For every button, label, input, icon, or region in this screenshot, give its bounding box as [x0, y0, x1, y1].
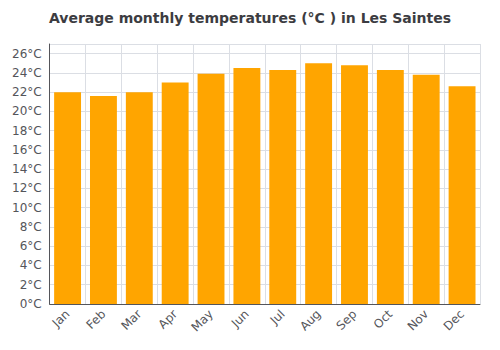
svg-text:24°C: 24°C	[12, 66, 42, 80]
svg-text:Average monthly temperatures (: Average monthly temperatures (°C ) in Le…	[49, 10, 451, 26]
svg-text:May: May	[189, 307, 216, 334]
svg-text:Mar: Mar	[118, 307, 144, 333]
svg-text:16°C: 16°C	[12, 143, 42, 157]
svg-text:20°C: 20°C	[12, 104, 42, 118]
svg-text:Nov: Nov	[405, 307, 431, 333]
svg-text:18°C: 18°C	[12, 124, 42, 138]
svg-text:Jun: Jun	[228, 307, 252, 331]
svg-text:2°C: 2°C	[20, 278, 42, 292]
svg-text:22°C: 22°C	[12, 85, 42, 99]
svg-text:Dec: Dec	[441, 307, 467, 333]
svg-text:Jan: Jan	[49, 307, 73, 331]
svg-text:4°C: 4°C	[20, 258, 42, 272]
svg-text:14°C: 14°C	[12, 162, 42, 176]
svg-text:Feb: Feb	[83, 307, 108, 332]
svg-text:Aug: Aug	[297, 307, 323, 333]
svg-text:Apr: Apr	[156, 307, 181, 332]
svg-text:Sep: Sep	[334, 307, 360, 333]
svg-text:8°C: 8°C	[20, 220, 42, 234]
svg-text:Jul: Jul	[267, 307, 288, 328]
svg-text:26°C: 26°C	[12, 47, 42, 61]
svg-text:6°C: 6°C	[20, 239, 42, 253]
svg-text:0°C: 0°C	[20, 297, 42, 311]
svg-text:10°C: 10°C	[12, 201, 42, 215]
svg-text:12°C: 12°C	[12, 181, 42, 195]
svg-text:Oct: Oct	[371, 307, 396, 332]
